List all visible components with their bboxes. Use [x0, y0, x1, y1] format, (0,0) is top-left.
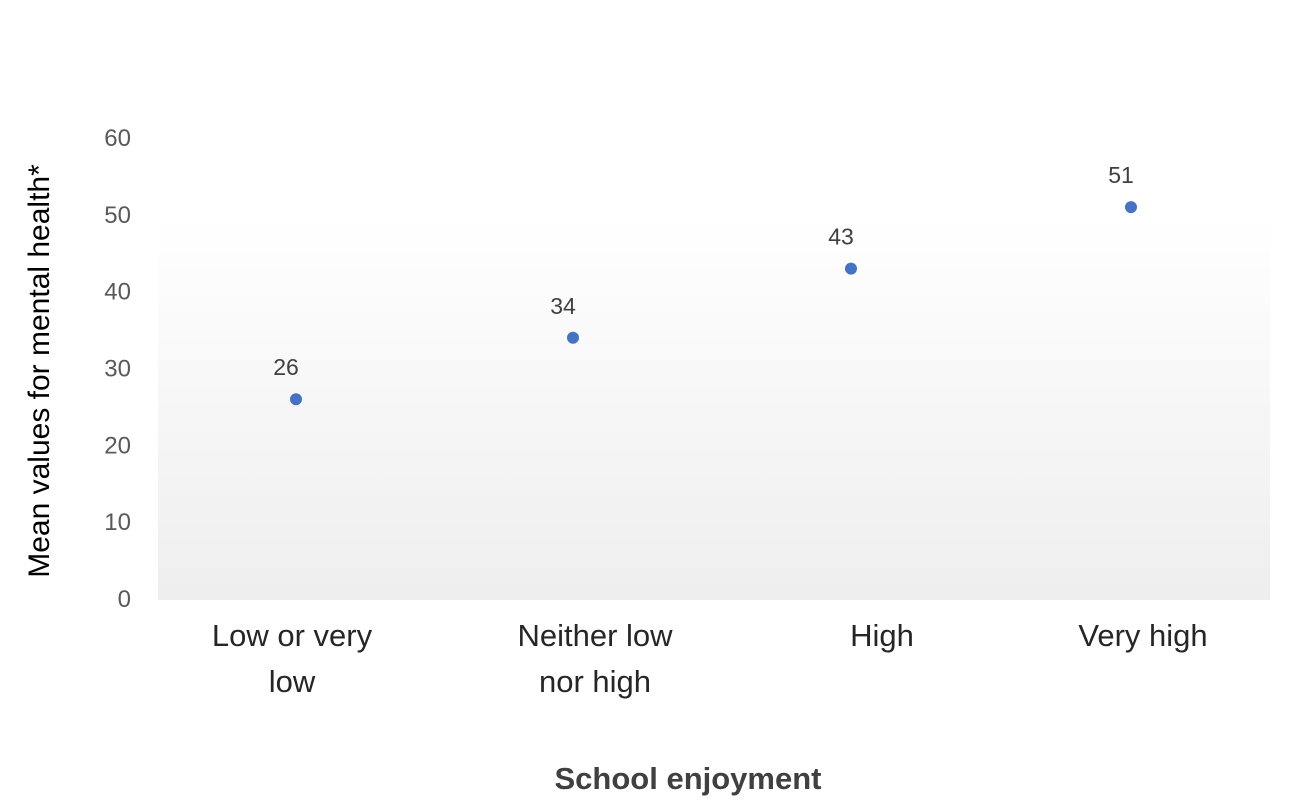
y-tick-label: 40 — [104, 279, 131, 306]
x-category-label: Very high — [1078, 618, 1207, 653]
x-category-label: Low or very low — [212, 618, 373, 699]
data-point — [845, 262, 857, 275]
y-tick-label: 0 — [118, 586, 131, 613]
x-category-label-line: Low or very — [212, 618, 373, 653]
y-axis-ticks: 0 10 20 30 40 50 60 — [104, 125, 131, 613]
x-category-label-line: low — [269, 664, 316, 699]
data-label: 34 — [550, 293, 576, 319]
data-point — [290, 393, 302, 406]
x-category-label-line: Very high — [1078, 618, 1207, 653]
y-axis-title: Mean values for mental health* — [23, 164, 56, 578]
data-point — [1125, 201, 1137, 214]
data-label: 51 — [1108, 162, 1134, 188]
x-category-label-line: High — [850, 618, 914, 653]
data-points — [290, 201, 1137, 406]
data-label: 43 — [828, 224, 854, 250]
data-labels: 26 34 43 51 — [273, 162, 1134, 380]
y-tick-label: 30 — [104, 356, 131, 383]
y-tick-label: 60 — [104, 125, 131, 152]
x-category-label: High — [850, 618, 914, 653]
data-point — [567, 331, 579, 344]
x-axis-title: School enjoyment — [555, 761, 822, 796]
y-tick-label: 50 — [104, 202, 131, 229]
x-category-label: Neither low nor high — [517, 618, 673, 699]
y-tick-label: 20 — [104, 432, 131, 459]
x-category-label-line: Neither low — [517, 618, 673, 653]
plot-area — [158, 215, 1270, 600]
x-axis-categories: Low or very low Neither low nor high High Ver… — [212, 618, 1208, 699]
y-tick-label: 10 — [104, 509, 131, 536]
data-label: 26 — [273, 354, 299, 380]
x-category-label-line: nor high — [539, 664, 651, 699]
